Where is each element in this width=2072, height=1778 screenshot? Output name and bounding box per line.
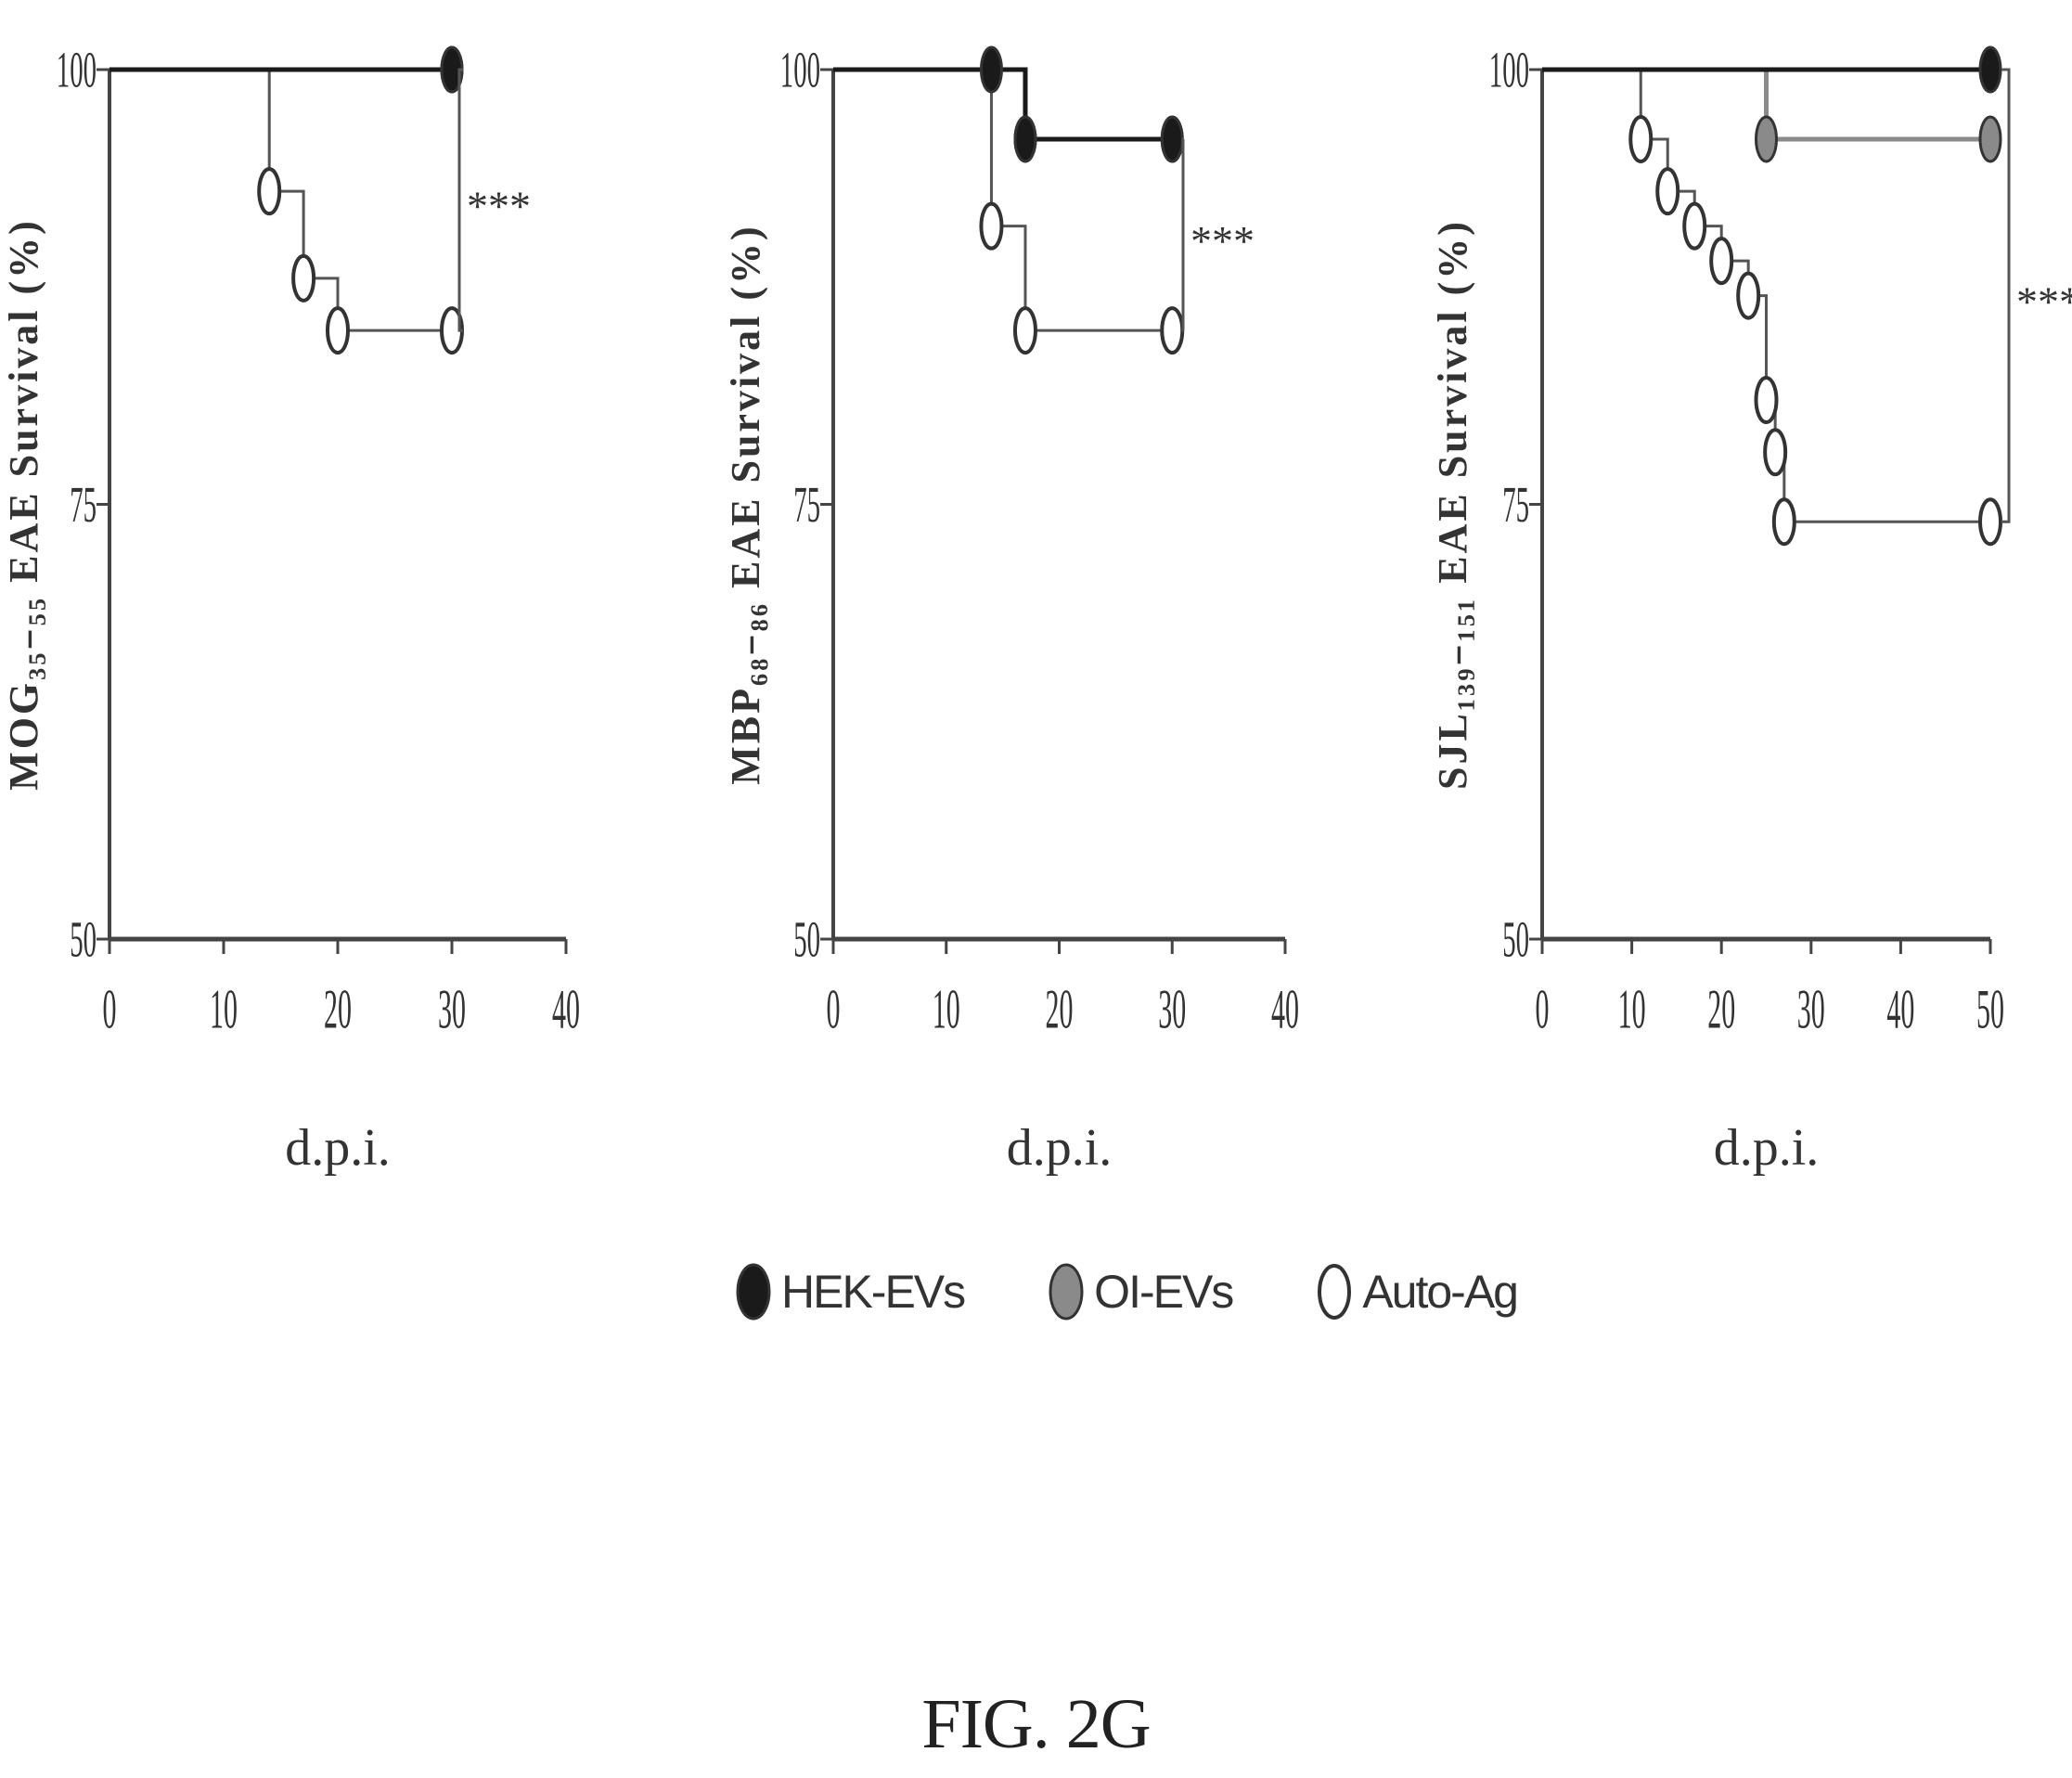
data-point-auto-ag [326, 306, 350, 355]
data-point-auto-ag [1682, 201, 1707, 251]
oi-evs-marker-icon [1049, 1263, 1084, 1321]
data-point-auto-ag [1771, 497, 1796, 547]
data-point-hek-evs [1160, 115, 1184, 163]
data-point-auto-ag [1012, 306, 1037, 355]
data-point-hek-evs [1013, 115, 1037, 163]
legend-item-hek-evs: HEK-EVs [733, 1262, 966, 1321]
data-point-hek-evs [979, 45, 1003, 94]
hek-evs-marker-icon [736, 1263, 771, 1321]
x-tick-label: 20 [1707, 980, 1735, 1041]
data-point-auto-ag [1763, 428, 1788, 477]
y-tick-label: 50 [1502, 911, 1529, 968]
y-axis-label: MBP₆₈₋₈₆ EAE Survival (%) [723, 224, 768, 784]
data-point-hek-evs [1978, 45, 2002, 94]
y-tick-label: 100 [1489, 42, 1529, 98]
series-line-oi-evs [833, 67, 1173, 142]
y-tick-label: 100 [57, 42, 97, 98]
data-point-auto-ag [1709, 237, 1734, 286]
x-axis-label: d.p.i. [1007, 1119, 1113, 1177]
chart-panel-3: 0 10 20 30 40 50 50 75 100 SJL₁₃₉₋₁₅₁ EAE Surviva… [1430, 42, 2072, 1177]
series-line-hek-evs [833, 67, 1173, 142]
series-line-auto-ag [109, 68, 452, 332]
y-tick-label: 100 [780, 42, 820, 98]
x-tick-label: 0 [1535, 980, 1549, 1041]
data-point-auto-ag [1655, 167, 1680, 216]
legend: HEK-EVs OI-EVs Auto-Ag [733, 1262, 1519, 1321]
x-tick-label: 40 [1886, 980, 1914, 1041]
legend-label-auto-ag: Auto-Ag [1362, 1266, 1519, 1318]
x-tick-label: 50 [1976, 980, 2004, 1041]
y-tick-label: 50 [793, 911, 820, 968]
data-point-auto-ag [291, 253, 316, 303]
data-point-auto-ag [979, 201, 1004, 251]
significance-label: *** [1190, 217, 1255, 264]
data-point-auto-ag [1736, 271, 1761, 320]
legend-item-oi-evs: OI-EVs [1046, 1262, 1234, 1321]
chart-panel-1: 0 10 20 30 40 50 75 100 MOG₃₅₋₅₅ EAE Survival (%… [1, 42, 580, 1177]
legend-label-oi-evs: OI-EVs [1094, 1266, 1234, 1318]
auto-ag-marker-icon [1318, 1264, 1352, 1320]
x-axis-label: d.p.i. [285, 1119, 391, 1177]
figure-label: FIG. 2G [921, 1685, 1151, 1763]
legend-label-hek-evs: HEK-EVs [781, 1266, 966, 1318]
x-tick-label: 30 [438, 980, 466, 1041]
y-tick-label: 50 [70, 911, 97, 968]
significance-bracket [457, 68, 463, 332]
significance-bracket [2001, 68, 2011, 523]
y-tick-label: 75 [793, 476, 820, 533]
y-tick-label: 75 [70, 476, 97, 533]
x-tick-label: 30 [1797, 980, 1825, 1041]
data-point-auto-ag [1754, 376, 1779, 425]
series-line-auto-ag [833, 68, 1173, 332]
x-tick-label: 10 [1618, 980, 1646, 1041]
chart-panel-2: 0 10 20 30 40 50 75 100 MBP₆₈₋₈₆ EAE Survival (%… [723, 42, 1299, 1177]
x-tick-label: 20 [1046, 980, 1074, 1041]
y-axis-label: SJL₁₃₉₋₁₅₁ EAE Survival (%) [1430, 219, 1475, 790]
data-point-oi-evs [1755, 115, 1778, 163]
x-tick-label: 30 [1158, 980, 1186, 1041]
data-point-auto-ag [1978, 497, 2002, 547]
data-point-oi-evs [1978, 115, 2002, 163]
x-tick-label: 0 [826, 980, 840, 1041]
x-axis-label: d.p.i. [1714, 1119, 1820, 1177]
x-tick-label: 40 [552, 980, 580, 1041]
y-tick-label: 75 [1502, 476, 1529, 533]
significance-label: *** [467, 183, 531, 230]
legend-item-auto-ag: Auto-Ag [1314, 1262, 1519, 1321]
x-tick-label: 0 [102, 980, 116, 1041]
x-tick-label: 10 [933, 980, 960, 1041]
x-tick-label: 40 [1271, 980, 1299, 1041]
data-point-auto-ag [1628, 114, 1654, 163]
x-tick-label: 20 [324, 980, 352, 1041]
data-point-auto-ag [257, 167, 282, 216]
significance-label: *** [2016, 278, 2072, 326]
y-axis-label: MOG₃₅₋₅₅ EAE Survival (%) [1, 218, 46, 791]
x-tick-label: 10 [210, 980, 238, 1041]
data-point-auto-ag [1160, 306, 1185, 355]
